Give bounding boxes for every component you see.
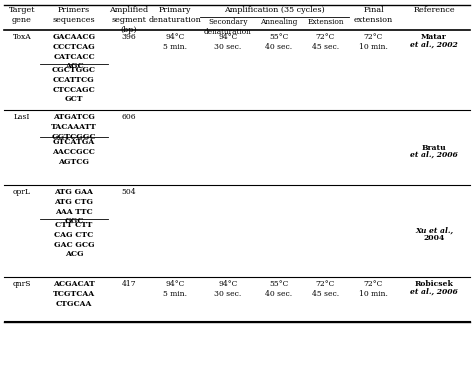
Text: 94°C
5 min.: 94°C 5 min. — [163, 33, 187, 51]
Text: CTT CTT
CAG CTC
GAC GCG
ACG: CTT CTT CAG CTC GAC GCG ACG — [54, 221, 94, 258]
Text: Matar: Matar — [421, 33, 447, 41]
Text: et al., 2002: et al., 2002 — [410, 41, 458, 48]
Text: Extension: Extension — [307, 18, 344, 26]
Text: ATGATCG
TACAAATT
GGTCGGC: ATGATCG TACAAATT GGTCGGC — [51, 113, 97, 141]
Text: Xu et al.,: Xu et al., — [415, 227, 453, 235]
Text: 72°C
45 sec.: 72°C 45 sec. — [312, 280, 339, 298]
Text: Secondary
denaturation: Secondary denaturation — [204, 18, 252, 36]
Text: ATG GAA
ATG CTG
AAA TTC
GGC: ATG GAA ATG CTG AAA TTC GGC — [55, 188, 93, 225]
Text: 94°C
30 sec.: 94°C 30 sec. — [214, 280, 242, 298]
Text: ACGACAT
TCGTCAA
CTGCAA: ACGACAT TCGTCAA CTGCAA — [53, 280, 95, 308]
Text: 55°C
40 sec.: 55°C 40 sec. — [265, 33, 292, 51]
Text: 94°C
5 min.: 94°C 5 min. — [163, 280, 187, 298]
Text: et al., 2006: et al., 2006 — [410, 288, 458, 295]
Text: Target
gene: Target gene — [9, 6, 35, 24]
Text: 417: 417 — [122, 280, 137, 288]
Text: qnrS: qnrS — [13, 280, 31, 288]
Text: CGCTGGC
CCATTCG
CTCCAGC
GCT: CGCTGGC CCATTCG CTCCAGC GCT — [52, 66, 96, 103]
Text: 504: 504 — [122, 188, 137, 196]
Text: LasI: LasI — [14, 113, 30, 121]
Text: 396: 396 — [122, 33, 137, 41]
Text: Amplification (35 cycles): Amplification (35 cycles) — [224, 6, 325, 14]
Text: Primary
denaturation: Primary denaturation — [148, 6, 201, 24]
Text: Primers
sequences: Primers sequences — [53, 6, 95, 24]
Text: Robicsek: Robicsek — [415, 280, 454, 288]
Text: 55°C
40 sec.: 55°C 40 sec. — [265, 280, 292, 298]
Text: Bratu: Bratu — [422, 144, 447, 151]
Text: GACAACG
CCCTCAG
CATCACC
AGC: GACAACG CCCTCAG CATCACC AGC — [53, 33, 96, 70]
Text: Annealing: Annealing — [260, 18, 298, 26]
Text: 94°C
30 sec.: 94°C 30 sec. — [214, 33, 242, 51]
Text: Reference: Reference — [413, 6, 455, 14]
Text: et al., 2006: et al., 2006 — [410, 151, 458, 159]
Text: oprL: oprL — [13, 188, 31, 196]
Text: 72°C
10 min.: 72°C 10 min. — [359, 33, 388, 51]
Text: Amplified
segment
(bp): Amplified segment (bp) — [109, 6, 148, 34]
Text: 72°C
45 sec.: 72°C 45 sec. — [312, 33, 339, 51]
Text: 606: 606 — [122, 113, 137, 121]
Text: 72°C
10 min.: 72°C 10 min. — [359, 280, 388, 298]
Text: GTCATGA
AACCGCC
AGTCG: GTCATGA AACCGCC AGTCG — [53, 138, 95, 166]
Text: 2004: 2004 — [423, 235, 445, 242]
Text: ToxA: ToxA — [13, 33, 31, 41]
Text: Final
extension: Final extension — [354, 6, 393, 24]
